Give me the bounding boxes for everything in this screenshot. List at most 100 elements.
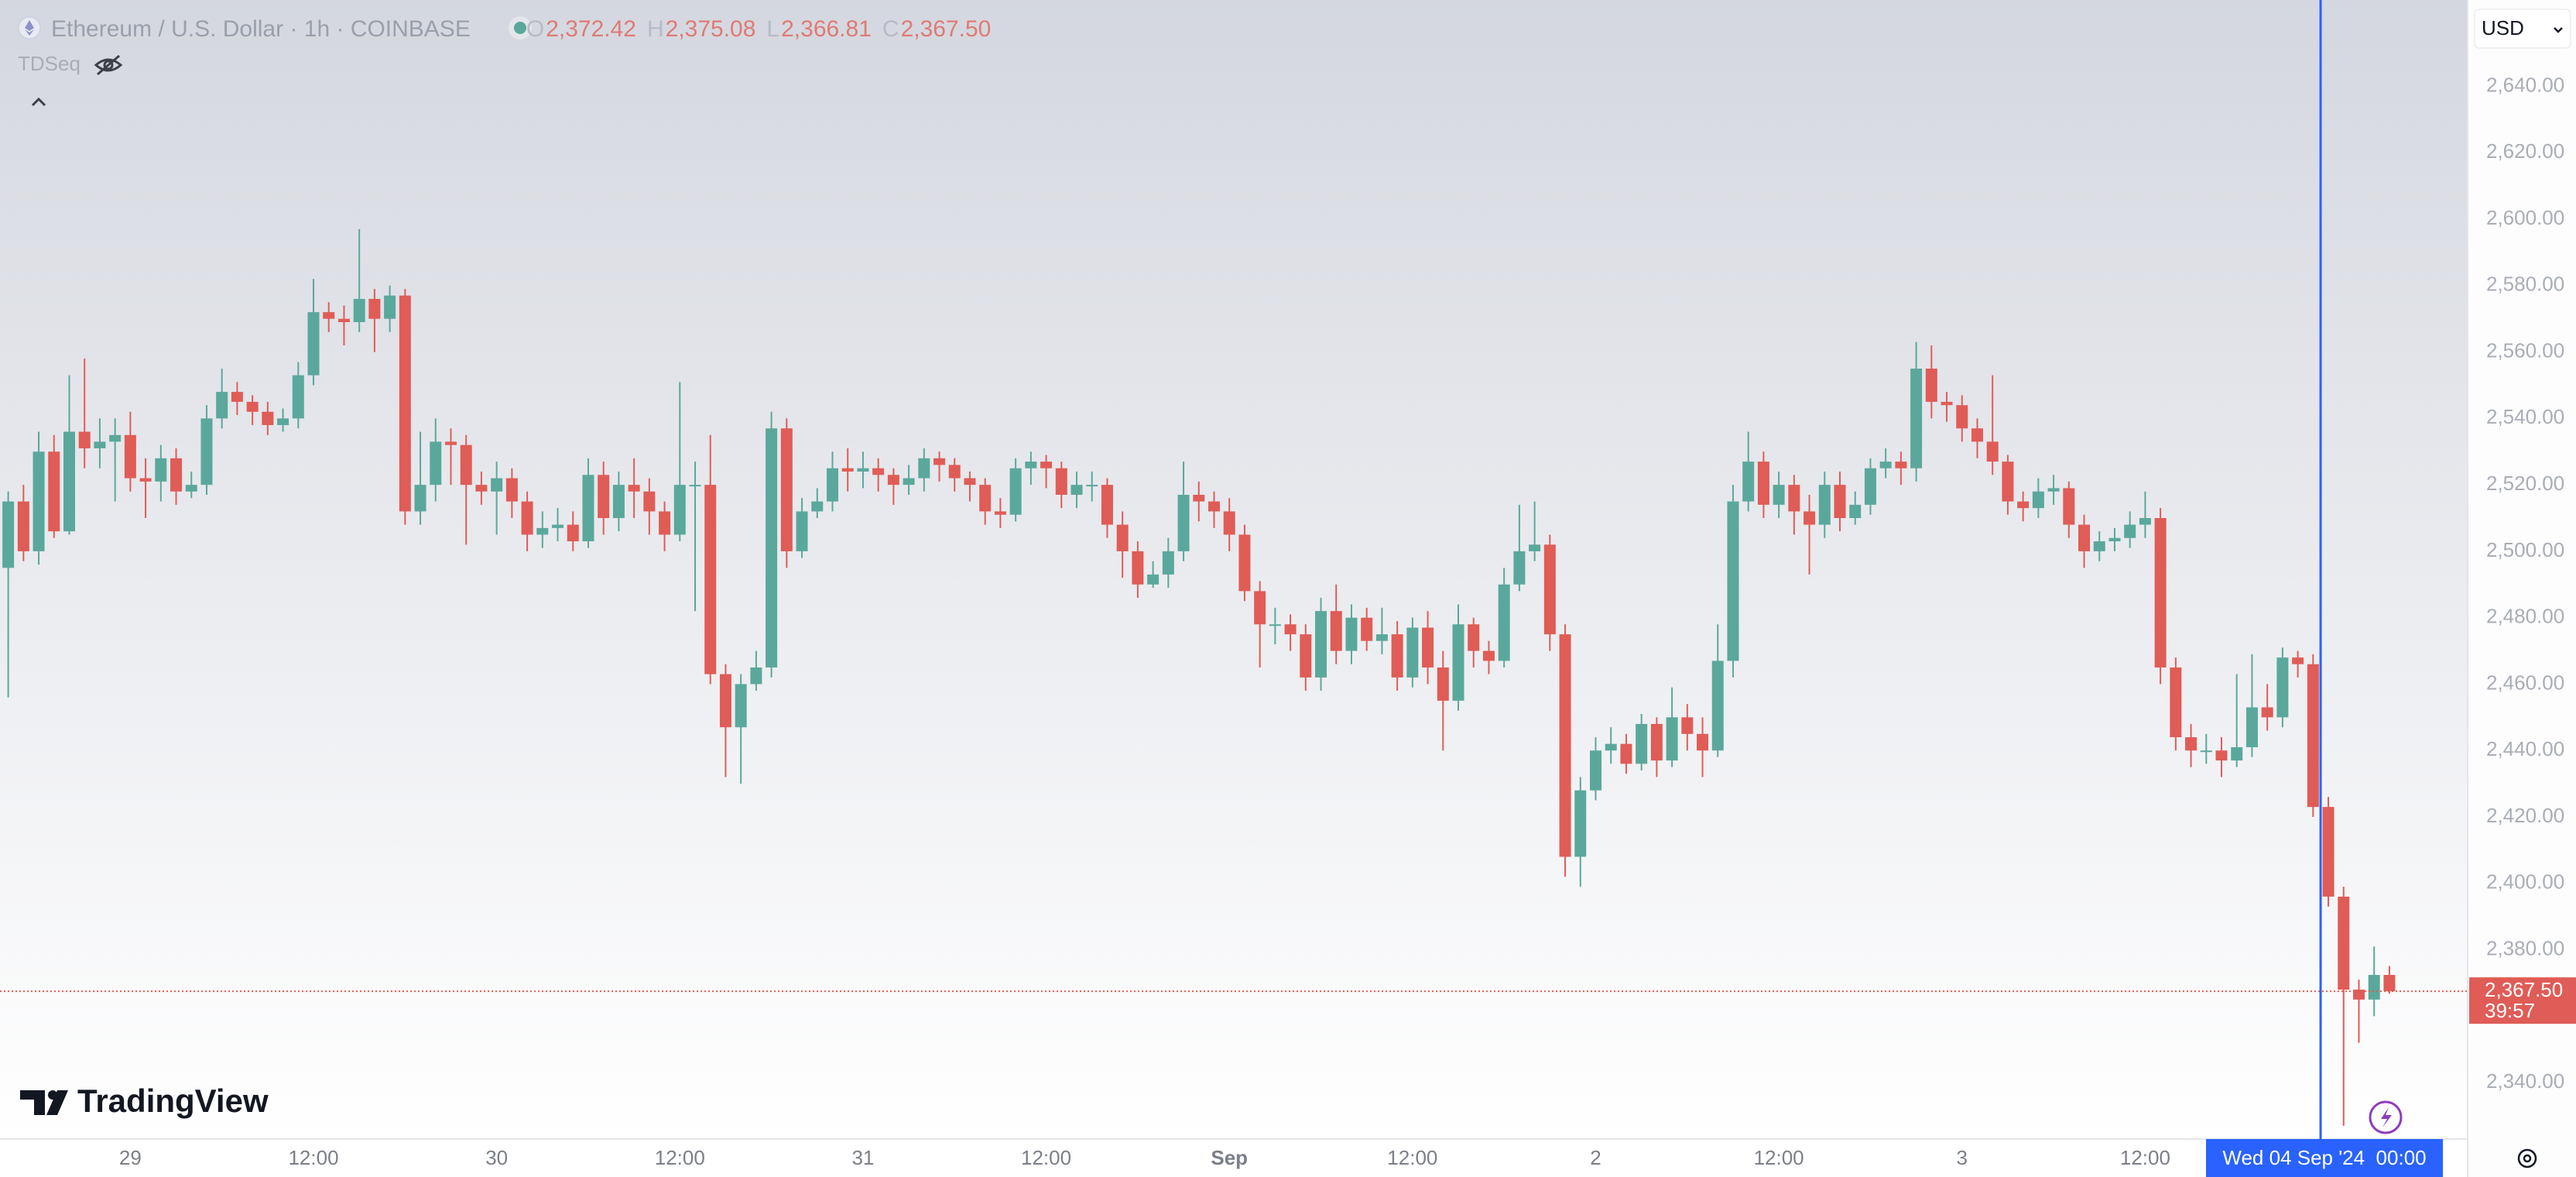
candle-body	[277, 418, 289, 425]
candle-body	[598, 475, 610, 519]
candle-body	[1742, 462, 1755, 502]
crosshair-box	[2206, 1139, 2443, 1177]
candle-body	[811, 501, 824, 512]
candle-body	[612, 485, 625, 519]
candle-body	[185, 485, 197, 492]
candle-body	[1804, 511, 1816, 525]
close-label: C	[882, 16, 899, 42]
candle-body	[1910, 369, 1923, 468]
y-tick-label: 2,540.00	[2486, 405, 2564, 428]
lightning-button[interactable]	[2369, 1100, 2403, 1134]
candle-body	[1468, 624, 1480, 651]
high-value: 2,375.08	[665, 16, 756, 42]
candle-body	[673, 485, 686, 535]
candle-body	[1391, 634, 1403, 678]
candle-body	[33, 451, 45, 551]
candle-body	[1177, 495, 1190, 551]
candle-body	[1101, 485, 1113, 525]
candle-body	[2200, 750, 2212, 753]
currency-button[interactable]	[2474, 9, 2571, 49]
candle-body	[2002, 462, 2014, 502]
collapse-button[interactable]	[31, 97, 46, 107]
candle-body	[1406, 627, 1419, 678]
candle-body	[1330, 611, 1342, 651]
candle-body	[368, 298, 381, 319]
candle-body	[796, 511, 808, 551]
candle-body	[2063, 488, 2075, 525]
candle-body	[2154, 518, 2167, 668]
candle-body	[2231, 746, 2243, 761]
candle-body	[1116, 524, 1129, 551]
candle-body	[1620, 743, 1632, 764]
candle-body	[1162, 551, 1174, 575]
candle-body	[353, 298, 365, 322]
overlay	[0, 0, 2468, 1139]
candle-body	[2261, 707, 2273, 718]
y-tick-label: 2,620.00	[2486, 139, 2564, 163]
candle-body	[979, 485, 992, 512]
candle-body	[1986, 441, 1999, 462]
candle-body	[1681, 717, 1694, 734]
y-tick-label: 2,520.00	[2486, 472, 2564, 495]
x-tick-label: 29	[119, 1146, 142, 1169]
candle-body	[2276, 657, 2289, 718]
high-label: H	[646, 16, 664, 42]
currency: USD	[2482, 16, 2524, 39]
y-tick-label: 2,440.00	[2486, 737, 2564, 760]
x-tick-label: 3	[1957, 1146, 1968, 1169]
candle-body	[1238, 534, 1251, 592]
candle-body	[1269, 624, 1281, 626]
candle-body	[2, 501, 15, 568]
x-tick-label: 12:00	[2120, 1146, 2170, 1169]
low-value: 2,366.81	[781, 16, 872, 42]
candle-body	[216, 392, 228, 419]
candle-body	[460, 444, 472, 486]
candle-body	[1697, 733, 1709, 751]
symbol: Ethereum / U.S. Dollar · 1h · COINBASE	[51, 16, 471, 42]
candle-body	[643, 491, 656, 512]
hide-indicator-icon[interactable]	[94, 54, 123, 76]
countdown: 39:57	[2485, 999, 2535, 1022]
candle-body	[1208, 501, 1220, 512]
y-tick-label: 2,400.00	[2486, 870, 2564, 894]
candle-body	[2307, 664, 2319, 808]
candle-body	[2139, 518, 2151, 525]
candle-body	[139, 478, 152, 482]
eth-logo	[25, 20, 34, 36]
candle-body	[200, 418, 213, 486]
candle-body	[887, 475, 899, 486]
candle-body	[1956, 405, 1968, 429]
candle-body	[903, 478, 915, 486]
candle-body	[1040, 462, 1053, 468]
candle-body	[1025, 462, 1037, 468]
candle-body	[2093, 541, 2105, 551]
x-tick-label: 31	[851, 1146, 874, 1169]
x-tick-label: 2	[1590, 1146, 1601, 1169]
candle-body	[2170, 667, 2182, 738]
y-tick-label: 2,500.00	[2486, 538, 2564, 561]
settings-button[interactable]	[2517, 1148, 2537, 1168]
candle-body	[1300, 634, 1312, 678]
candle-body	[735, 684, 747, 728]
y-tick-label: 2,480.00	[2486, 605, 2564, 628]
y-tick-label: 2,560.00	[2486, 338, 2564, 362]
candle-body	[2124, 524, 2136, 538]
candle-body	[1361, 617, 1373, 641]
lightning-icon	[2381, 1107, 2392, 1127]
indicator-name: TDSeq	[18, 52, 80, 75]
open-value: 2,372.42	[546, 16, 636, 42]
candle-body	[444, 441, 457, 445]
candle-body	[750, 667, 762, 685]
candle-body	[78, 431, 91, 448]
candle-body	[582, 475, 594, 542]
candle-body	[1147, 574, 1160, 585]
candle-body	[918, 458, 930, 479]
x-tick-label: 12:00	[1021, 1146, 1071, 1169]
candle-body	[1559, 634, 1571, 857]
candle-body	[1971, 428, 1983, 442]
candle-body	[1315, 611, 1327, 678]
candle-body	[567, 524, 579, 542]
dropdown-arrow	[2554, 27, 2563, 33]
candle-body	[170, 458, 183, 492]
